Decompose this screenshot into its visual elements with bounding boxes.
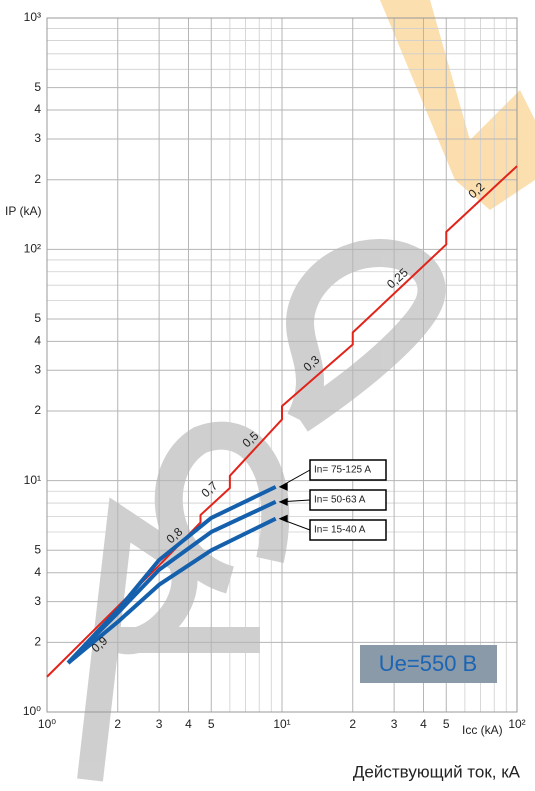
arrow-head: [278, 514, 288, 523]
y-tick-label: 5: [34, 311, 41, 325]
arrow-head: [278, 497, 288, 506]
x-tick-label: 4: [420, 717, 427, 731]
y-tick-label: 2: [34, 172, 41, 186]
y-tick-label: 3: [34, 362, 41, 376]
x-tick-label: 4: [185, 717, 192, 731]
x-tick-label: 2: [349, 717, 356, 731]
label-box: [309, 459, 387, 481]
badge: Ue=550 В: [379, 651, 477, 676]
y-tick-label: 3: [34, 594, 41, 608]
y-tick-label: 10⁰: [23, 704, 41, 718]
y-tick-label: 2: [34, 403, 41, 417]
series-line: [66, 500, 277, 665]
y-tick-label: 4: [34, 102, 41, 116]
x-tick-label: 2: [114, 717, 121, 731]
y-tick-label: 10²: [24, 242, 41, 256]
y-tick-label: 10¹: [24, 473, 41, 487]
limit-line: [46, 165, 518, 678]
label-box: [309, 489, 387, 511]
y-tick-label: 2: [34, 635, 41, 649]
x-tick-label: 10²: [508, 717, 525, 731]
ratio-label: 0,7: [199, 478, 221, 500]
legend-label: In= 50-63 A: [314, 495, 366, 506]
legend-label: In= 15-40 A: [314, 525, 366, 536]
caption: Действующий ток, кА: [353, 762, 521, 781]
legend-label: In= 75-125 A: [314, 465, 371, 476]
x-tick-label: 3: [156, 717, 163, 731]
x-tick-label: 3: [391, 717, 398, 731]
x-tick-label: 5: [208, 717, 215, 731]
y-axis-label: IP (kA): [5, 204, 41, 218]
y-tick-label: 3: [34, 131, 41, 145]
grid: [46, 17, 518, 713]
y-tick-label: 4: [34, 334, 41, 348]
plot-frame: [46, 17, 518, 713]
badge-box: [360, 645, 497, 683]
plot: 0,90,80,70,50,30,250,2In= 75-125 AIn= 50…: [46, 165, 518, 678]
x-tick-label: 5: [443, 717, 450, 731]
x-axis-label: Icc (kA): [462, 723, 503, 737]
y-tick-label: 5: [34, 542, 41, 556]
label-box: [309, 519, 387, 541]
x-tick-label: 10¹: [273, 717, 290, 731]
label-arrow: [279, 469, 311, 488]
x-tick-label: 10⁰: [38, 717, 56, 731]
y-tick-label: 5: [34, 80, 41, 94]
y-tick-label: 4: [34, 565, 41, 579]
y-tick-label: 10³: [24, 10, 41, 24]
series-line: [66, 516, 277, 665]
arrow-head: [278, 482, 288, 491]
